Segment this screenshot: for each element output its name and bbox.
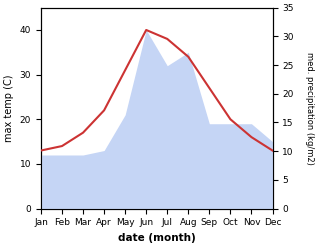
Y-axis label: med. precipitation (kg/m2): med. precipitation (kg/m2) xyxy=(305,52,314,165)
Y-axis label: max temp (C): max temp (C) xyxy=(4,74,14,142)
X-axis label: date (month): date (month) xyxy=(118,233,196,243)
